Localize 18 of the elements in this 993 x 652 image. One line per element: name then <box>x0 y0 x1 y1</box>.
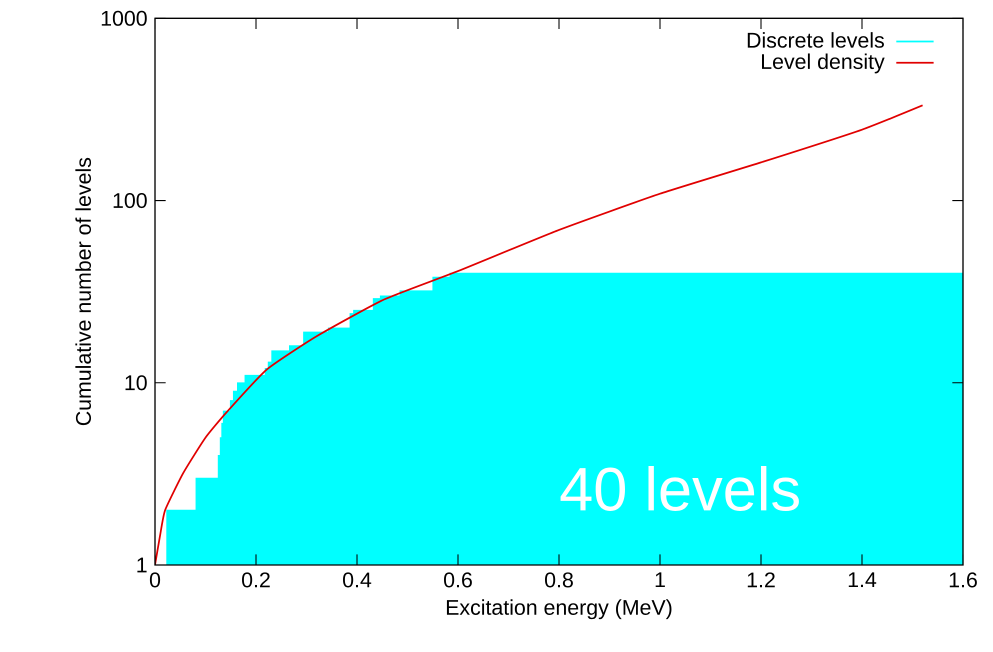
x-tick-label: 0 <box>150 572 160 588</box>
x-tick-label: 1.6 <box>950 572 977 588</box>
x-tick-label: 1.4 <box>848 572 876 588</box>
y-tick-label: 1000 <box>102 10 147 26</box>
x-tick-label: 0.6 <box>444 572 472 588</box>
legend-label: Discrete levels <box>748 32 884 48</box>
x-axis-title: Excitation energy (MeV) <box>446 599 672 620</box>
y-axis-title: Cumulative number of levels <box>75 158 92 426</box>
legend-label: Level density <box>762 53 885 74</box>
annotation: 40 levels <box>560 466 799 511</box>
x-tick-label: 1.2 <box>748 572 775 588</box>
x-tick-label: 1 <box>656 572 665 588</box>
x-tick-label: 0.2 <box>242 572 270 588</box>
x-tick-label: 0.8 <box>545 572 573 588</box>
x-tick-label: 0.4 <box>343 572 372 588</box>
y-tick-label: 1 <box>137 558 147 572</box>
y-tick-label: 10 <box>126 375 147 390</box>
y-tick-label: 100 <box>114 193 147 208</box>
